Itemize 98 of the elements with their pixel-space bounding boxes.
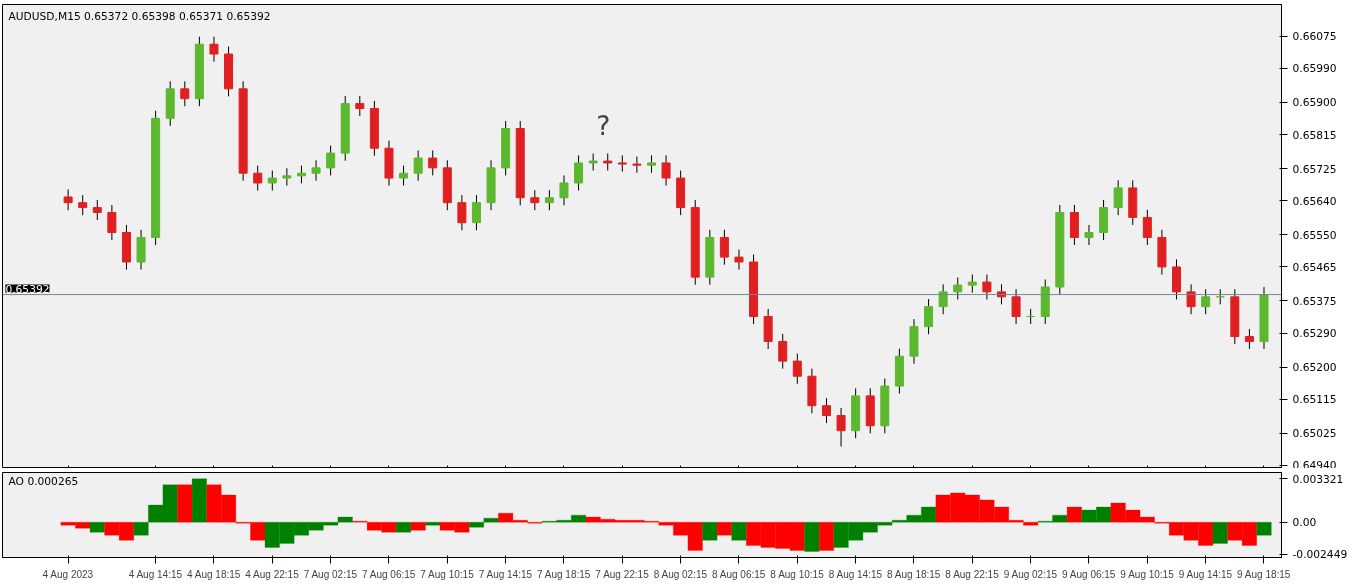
candlestick xyxy=(471,194,481,231)
y-tick-label: 0.65200 xyxy=(1292,361,1337,375)
candlestick xyxy=(661,154,671,187)
y-tick-label: 0.65290 xyxy=(1292,327,1337,341)
candlestick xyxy=(413,149,423,182)
x-tick-label: 4 Aug 2023 xyxy=(42,568,94,580)
y-tick-label: 0.64940 xyxy=(1292,458,1337,472)
y-tick-label: 0.65815 xyxy=(1292,128,1337,142)
bar xyxy=(1212,522,1228,544)
x-tick-label: 7 Aug 10:15 xyxy=(420,568,475,580)
candlestick xyxy=(1011,288,1021,325)
candlestick xyxy=(428,149,438,176)
x-tick-label: 9 Aug 14:15 xyxy=(1178,568,1233,580)
x-tick-label: 8 Aug 22:15 xyxy=(945,568,1000,580)
y-tick-label: 0.65375 xyxy=(1292,294,1337,308)
y-tick-label: 0.65115 xyxy=(1292,393,1337,407)
candlestick xyxy=(209,36,219,63)
bar xyxy=(819,522,834,551)
y-tick-label: 0.65725 xyxy=(1292,162,1337,176)
candlestick xyxy=(1244,328,1254,350)
candlestick xyxy=(399,165,409,187)
candlestick xyxy=(778,333,788,370)
bar xyxy=(177,484,193,523)
candlestick xyxy=(938,283,948,315)
x-tick-label: 7 Aug 18:15 xyxy=(537,568,591,580)
y-tick-label: 0.65640 xyxy=(1292,194,1337,208)
candlestick xyxy=(734,249,744,271)
chart-title: AO 0.000265 xyxy=(8,474,79,488)
candlestick xyxy=(1142,209,1152,246)
ref-line-label: 0.65392 xyxy=(5,282,50,296)
annotation: ? xyxy=(596,109,611,141)
x-tick-label: 7 Aug 14:15 xyxy=(478,568,533,580)
candlestick xyxy=(1201,288,1211,315)
y-tick-label: 0.66075 xyxy=(1292,30,1337,44)
x-tick-label: 9 Aug 18:15 xyxy=(1237,568,1291,580)
candlestick xyxy=(836,407,846,448)
candlestick xyxy=(588,152,598,172)
y-tick-label: 0.65025 xyxy=(1292,427,1337,441)
candlestick xyxy=(1113,179,1123,216)
candlestick xyxy=(574,154,584,192)
x-tick-label: 9 Aug 10:15 xyxy=(1120,568,1175,580)
candlestick xyxy=(544,189,554,211)
x-tick-label: 8 Aug 14:15 xyxy=(828,568,883,580)
y-tick-label: 0.65990 xyxy=(1292,62,1337,76)
candlestick xyxy=(457,194,467,231)
bar xyxy=(191,478,207,523)
candlestick xyxy=(267,170,277,192)
candlestick xyxy=(792,353,802,385)
candlestick xyxy=(1186,283,1196,315)
candlestick xyxy=(78,194,88,216)
candlestick xyxy=(967,274,977,294)
y-tick-label: 0.65465 xyxy=(1292,260,1337,274)
bar xyxy=(702,522,718,541)
candlestick xyxy=(559,174,569,206)
candlestick xyxy=(719,229,729,266)
text: AUDUSD,M15 0.65372 0.65398 0.65371 0.65392 xyxy=(8,9,271,23)
bar xyxy=(410,522,426,531)
x-tick-label: 8 Aug 10:15 xyxy=(770,568,825,580)
candlestick xyxy=(924,298,934,335)
x-tick-label: 7 Aug 06:15 xyxy=(362,568,416,580)
y-tick-label: -0.002449 xyxy=(1292,548,1348,562)
candlestick xyxy=(311,159,321,182)
bar xyxy=(396,522,411,533)
x-tick-label: 9 Aug 06:15 xyxy=(1062,568,1116,580)
bar xyxy=(1256,522,1272,536)
candlestick xyxy=(63,188,73,211)
candlestick xyxy=(821,397,831,424)
x-tick-label: 8 Aug 18:15 xyxy=(887,568,941,580)
y-tick-label: 0.00 xyxy=(1292,516,1317,530)
candlestick xyxy=(530,189,540,211)
x-tick-label: 8 Aug 02:15 xyxy=(653,568,708,580)
candlestick xyxy=(180,80,190,107)
x-tick-label: 4 Aug 14:15 xyxy=(128,568,183,580)
candlestick xyxy=(953,277,963,300)
bar xyxy=(716,522,732,536)
candlestick xyxy=(107,204,117,241)
bar xyxy=(804,522,820,552)
x-tick-label: 9 Aug 02:15 xyxy=(1003,568,1058,580)
bar xyxy=(89,522,105,533)
y-tick-label: 0.65900 xyxy=(1292,96,1337,110)
x-tick-label: 7 Aug 02:15 xyxy=(303,568,358,580)
bar xyxy=(425,522,441,526)
y-tick-label: 0.003321 xyxy=(1292,472,1344,486)
candlestick xyxy=(355,95,365,117)
candlestick xyxy=(326,145,336,176)
y-tick-label: 0.65550 xyxy=(1292,228,1337,242)
candlestick xyxy=(92,199,102,221)
candlestick xyxy=(282,167,292,187)
x-tick-label: 4 Aug 22:15 xyxy=(245,568,300,580)
candlestick xyxy=(982,274,992,300)
x-tick-label: 8 Aug 06:15 xyxy=(712,568,766,580)
candlestick xyxy=(632,156,642,174)
x-tick-label: 4 Aug 18:15 xyxy=(187,568,241,580)
bar xyxy=(1066,506,1082,523)
candlestick xyxy=(1084,224,1094,246)
candlestick xyxy=(253,165,263,192)
x-tick-label: 7 Aug 22:15 xyxy=(595,568,650,580)
bar xyxy=(731,522,747,541)
